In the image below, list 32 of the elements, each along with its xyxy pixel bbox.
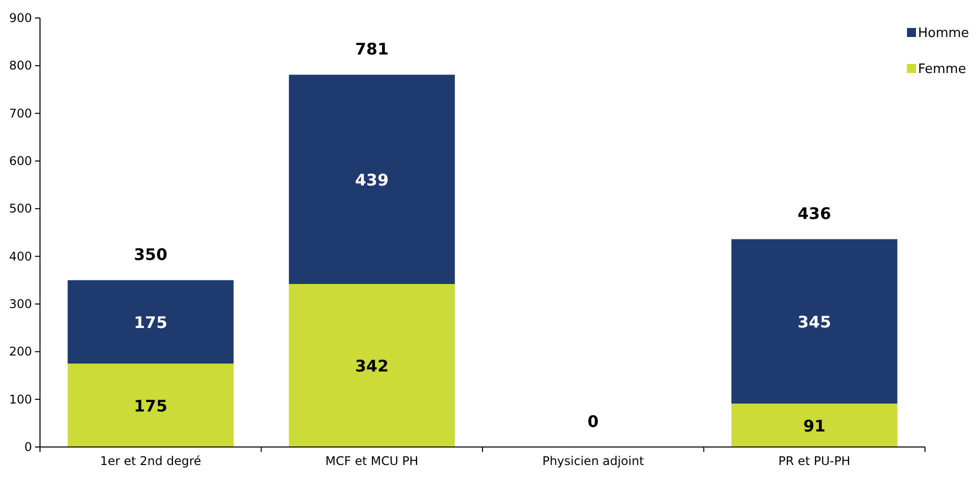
bar — [68, 364, 234, 447]
bar — [288, 284, 455, 447]
y-tick-label: 900 — [9, 11, 32, 25]
bar — [731, 239, 898, 404]
bar — [288, 74, 455, 284]
bar — [731, 404, 898, 447]
total-label: 350 — [134, 245, 168, 264]
y-tick-label: 400 — [9, 249, 32, 264]
y-tick-label: 100 — [9, 392, 32, 406]
data-label: 175 — [134, 396, 168, 416]
total-label: 436 — [798, 204, 832, 224]
total-label: 0 — [588, 412, 599, 431]
x-tick-label: PR et PU-PH — [778, 454, 850, 468]
data-label: 439 — [355, 170, 389, 190]
y-tick-label: 700 — [9, 106, 32, 120]
x-tick-label: 1er et 2nd degré — [100, 454, 202, 468]
y-tick-label: 500 — [9, 202, 32, 216]
data-label: 91 — [803, 416, 826, 436]
data-label: 345 — [798, 312, 832, 332]
data-label: 342 — [355, 356, 389, 376]
x-tick-label: MCF et MCU PH — [325, 454, 418, 468]
y-tick-label: 800 — [9, 58, 32, 73]
legend-label: Femme — [918, 62, 966, 77]
y-tick-label: 0 — [24, 440, 32, 454]
data-label: 175 — [134, 312, 168, 332]
total-label: 781 — [355, 40, 389, 59]
x-tick-label: Physicien adjoint — [542, 454, 644, 468]
bar — [68, 280, 234, 364]
y-tick-label: 200 — [9, 344, 32, 359]
y-tick-label: 300 — [9, 297, 32, 311]
y-tick-label: 600 — [9, 154, 32, 168]
legend-label: Homme — [918, 26, 970, 41]
